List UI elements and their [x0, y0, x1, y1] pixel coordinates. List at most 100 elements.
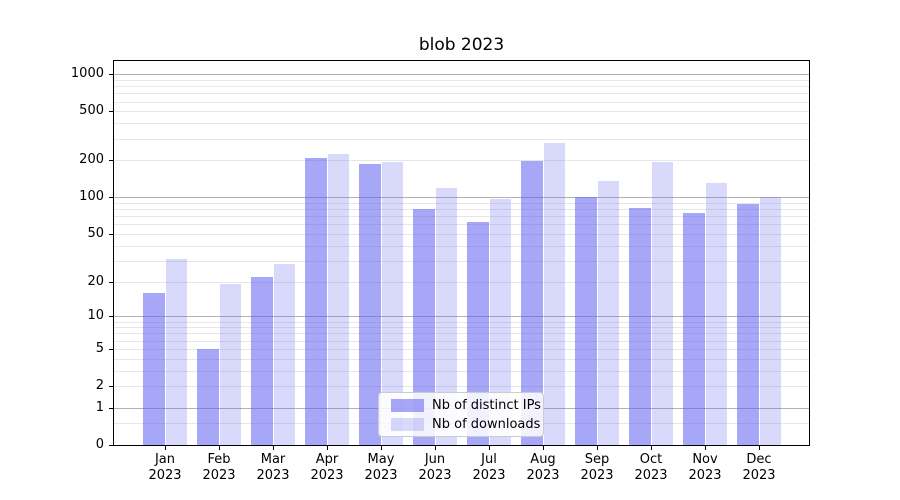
x-tick-mark [165, 446, 166, 450]
x-tick-mark [651, 446, 652, 450]
y-tick-mark [109, 281, 113, 283]
x-tick-label: Feb 2023 [202, 452, 236, 483]
bar-distinct-ips-oct-2023 [629, 207, 651, 445]
x-tick-label: Apr 2023 [310, 452, 344, 483]
y-tick-mark [109, 445, 113, 446]
bar-distinct-ips-nov-2023 [683, 213, 705, 445]
minor-gridline [114, 138, 809, 140]
y-tick-label: 5 [95, 340, 104, 356]
x-tick-mark [219, 446, 220, 450]
x-tick-mark [543, 446, 544, 450]
minor-gridline [114, 111, 809, 113]
bar-downloads-nov-2023 [705, 183, 727, 445]
bar-distinct-ips-mar-2023 [251, 276, 273, 445]
y-tick-mark [109, 407, 113, 409]
bar-downloads-oct-2023 [651, 161, 673, 445]
y-tick-mark [109, 197, 113, 199]
y-tick-mark [109, 234, 113, 235]
major-gridline [114, 316, 809, 318]
minor-gridline [114, 101, 809, 103]
y-tick-mark [109, 316, 113, 318]
legend-label-downloads: Nb of downloads [432, 416, 541, 432]
minor-gridline [114, 348, 809, 350]
x-tick-label: Oct 2023 [634, 452, 668, 483]
minor-gridline [114, 234, 809, 235]
x-tick-label: Nov 2023 [688, 452, 722, 483]
minor-gridline [114, 333, 809, 335]
minor-gridline [114, 370, 809, 372]
x-tick-mark [597, 446, 598, 450]
minor-gridline [114, 281, 809, 283]
y-tick-label: 10 [87, 308, 104, 324]
y-tick-label: 1 [95, 399, 104, 415]
minor-gridline [114, 245, 809, 247]
y-tick-label: 1000 [70, 66, 104, 82]
x-tick-label: Jul 2023 [472, 452, 506, 483]
x-tick-mark [273, 446, 274, 450]
bar-downloads-jan-2023 [165, 259, 187, 445]
x-tick-label: Mar 2023 [256, 452, 290, 483]
bar-distinct-ips-jan-2023 [143, 293, 165, 445]
y-tick-label: 0 [95, 437, 104, 452]
bar-downloads-dec-2023 [759, 197, 781, 445]
bar-downloads-jun-2023 [435, 187, 457, 445]
y-tick-mark [109, 74, 113, 76]
x-tick-label: Jan 2023 [148, 452, 182, 483]
bar-downloads-mar-2023 [273, 264, 295, 445]
bar-distinct-ips-aug-2023 [521, 161, 543, 445]
minor-gridline [114, 123, 809, 125]
bar-downloads-may-2023 [381, 161, 403, 445]
x-tick-label: Aug 2023 [526, 452, 560, 483]
x-tick-mark [435, 446, 436, 450]
y-tick-label: 500 [79, 103, 104, 119]
bar-distinct-ips-dec-2023 [737, 204, 759, 445]
x-tick-mark [705, 446, 706, 450]
minor-gridline [114, 260, 809, 262]
bar-downloads-jul-2023 [489, 199, 511, 445]
y-tick-mark [109, 160, 113, 162]
plot-area [113, 60, 810, 446]
y-tick-label: 50 [87, 226, 104, 241]
major-gridline [114, 197, 809, 199]
x-tick-mark [489, 446, 490, 450]
x-tick-label: Jun 2023 [418, 452, 452, 483]
legend-item-distinct-ips: Nb of distinct IPs [391, 398, 543, 413]
minor-gridline [114, 358, 809, 360]
y-tick-label: 2 [95, 378, 104, 394]
minor-gridline [114, 321, 809, 323]
bar-downloads-apr-2023 [327, 154, 349, 445]
y-tick-label: 100 [79, 189, 104, 205]
minor-gridline [114, 203, 809, 204]
bar-distinct-ips-jun-2023 [413, 209, 435, 445]
minor-gridline [114, 216, 809, 218]
bar-distinct-ips-feb-2023 [197, 348, 219, 445]
y-tick-label: 20 [87, 273, 104, 289]
bar-downloads-feb-2023 [219, 284, 241, 445]
minor-gridline [114, 160, 809, 162]
x-tick-label: May 2023 [364, 452, 398, 483]
minor-gridline [114, 86, 809, 88]
minor-gridline [114, 93, 809, 95]
legend-swatch-downloads-icon [391, 417, 424, 431]
minor-gridline [114, 340, 809, 342]
legend: Nb of distinct IPs Nb of downloads [378, 392, 544, 437]
minor-gridline [114, 386, 809, 388]
y-tick-mark [109, 348, 113, 350]
bar-distinct-ips-apr-2023 [305, 157, 327, 445]
x-tick-mark [327, 446, 328, 450]
minor-gridline [114, 224, 809, 226]
x-tick-label: Dec 2023 [742, 452, 776, 483]
bar-downloads-aug-2023 [543, 142, 565, 445]
major-gridline [114, 74, 809, 76]
x-tick-label: Sep 2023 [580, 452, 614, 483]
bar-distinct-ips-sep-2023 [575, 197, 597, 445]
minor-gridline [114, 79, 809, 81]
legend-label-distinct-ips: Nb of distinct IPs [432, 397, 541, 413]
legend-swatch-distinct-ips-icon [391, 398, 424, 412]
bar-distinct-ips-may-2023 [359, 163, 381, 445]
y-tick-label: 200 [79, 152, 104, 168]
chart-title: blob 2023 [418, 35, 505, 55]
bar-downloads-sep-2023 [597, 181, 619, 445]
legend-item-downloads: Nb of downloads [391, 417, 543, 432]
